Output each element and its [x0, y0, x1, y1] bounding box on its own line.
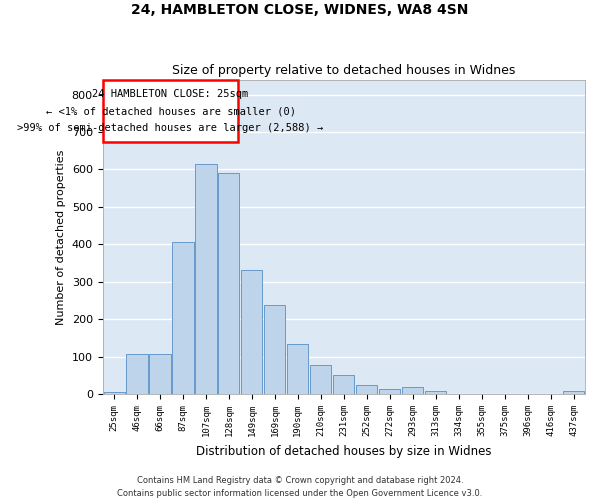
- Bar: [196, 164, 217, 394]
- Title: Size of property relative to detached houses in Widnes: Size of property relative to detached ho…: [172, 64, 515, 77]
- Text: 24, HAMBLETON CLOSE, WIDNES, WA8 4SN: 24, HAMBLETON CLOSE, WIDNES, WA8 4SN: [131, 2, 469, 16]
- Bar: [333, 374, 355, 394]
- Bar: [172, 242, 194, 394]
- Bar: [379, 388, 400, 394]
- Bar: [218, 173, 239, 394]
- Bar: [104, 392, 125, 394]
- Bar: [356, 385, 377, 394]
- X-axis label: Distribution of detached houses by size in Widnes: Distribution of detached houses by size …: [196, 444, 491, 458]
- Bar: [265, 305, 286, 394]
- Text: >99% of semi-detached houses are larger (2,588) →: >99% of semi-detached houses are larger …: [17, 124, 324, 134]
- Bar: [310, 365, 331, 394]
- Bar: [563, 391, 584, 394]
- Bar: [402, 388, 423, 394]
- Bar: [287, 344, 308, 394]
- Text: 24 HAMBLETON CLOSE: 25sqm: 24 HAMBLETON CLOSE: 25sqm: [92, 90, 249, 100]
- Y-axis label: Number of detached properties: Number of detached properties: [56, 149, 66, 324]
- Text: Contains HM Land Registry data © Crown copyright and database right 2024.
Contai: Contains HM Land Registry data © Crown c…: [118, 476, 482, 498]
- Bar: [127, 354, 148, 394]
- Bar: [241, 270, 262, 394]
- Bar: [103, 80, 238, 142]
- Bar: [425, 391, 446, 394]
- Text: ← <1% of detached houses are smaller (0): ← <1% of detached houses are smaller (0): [46, 106, 296, 117]
- Bar: [149, 354, 170, 394]
